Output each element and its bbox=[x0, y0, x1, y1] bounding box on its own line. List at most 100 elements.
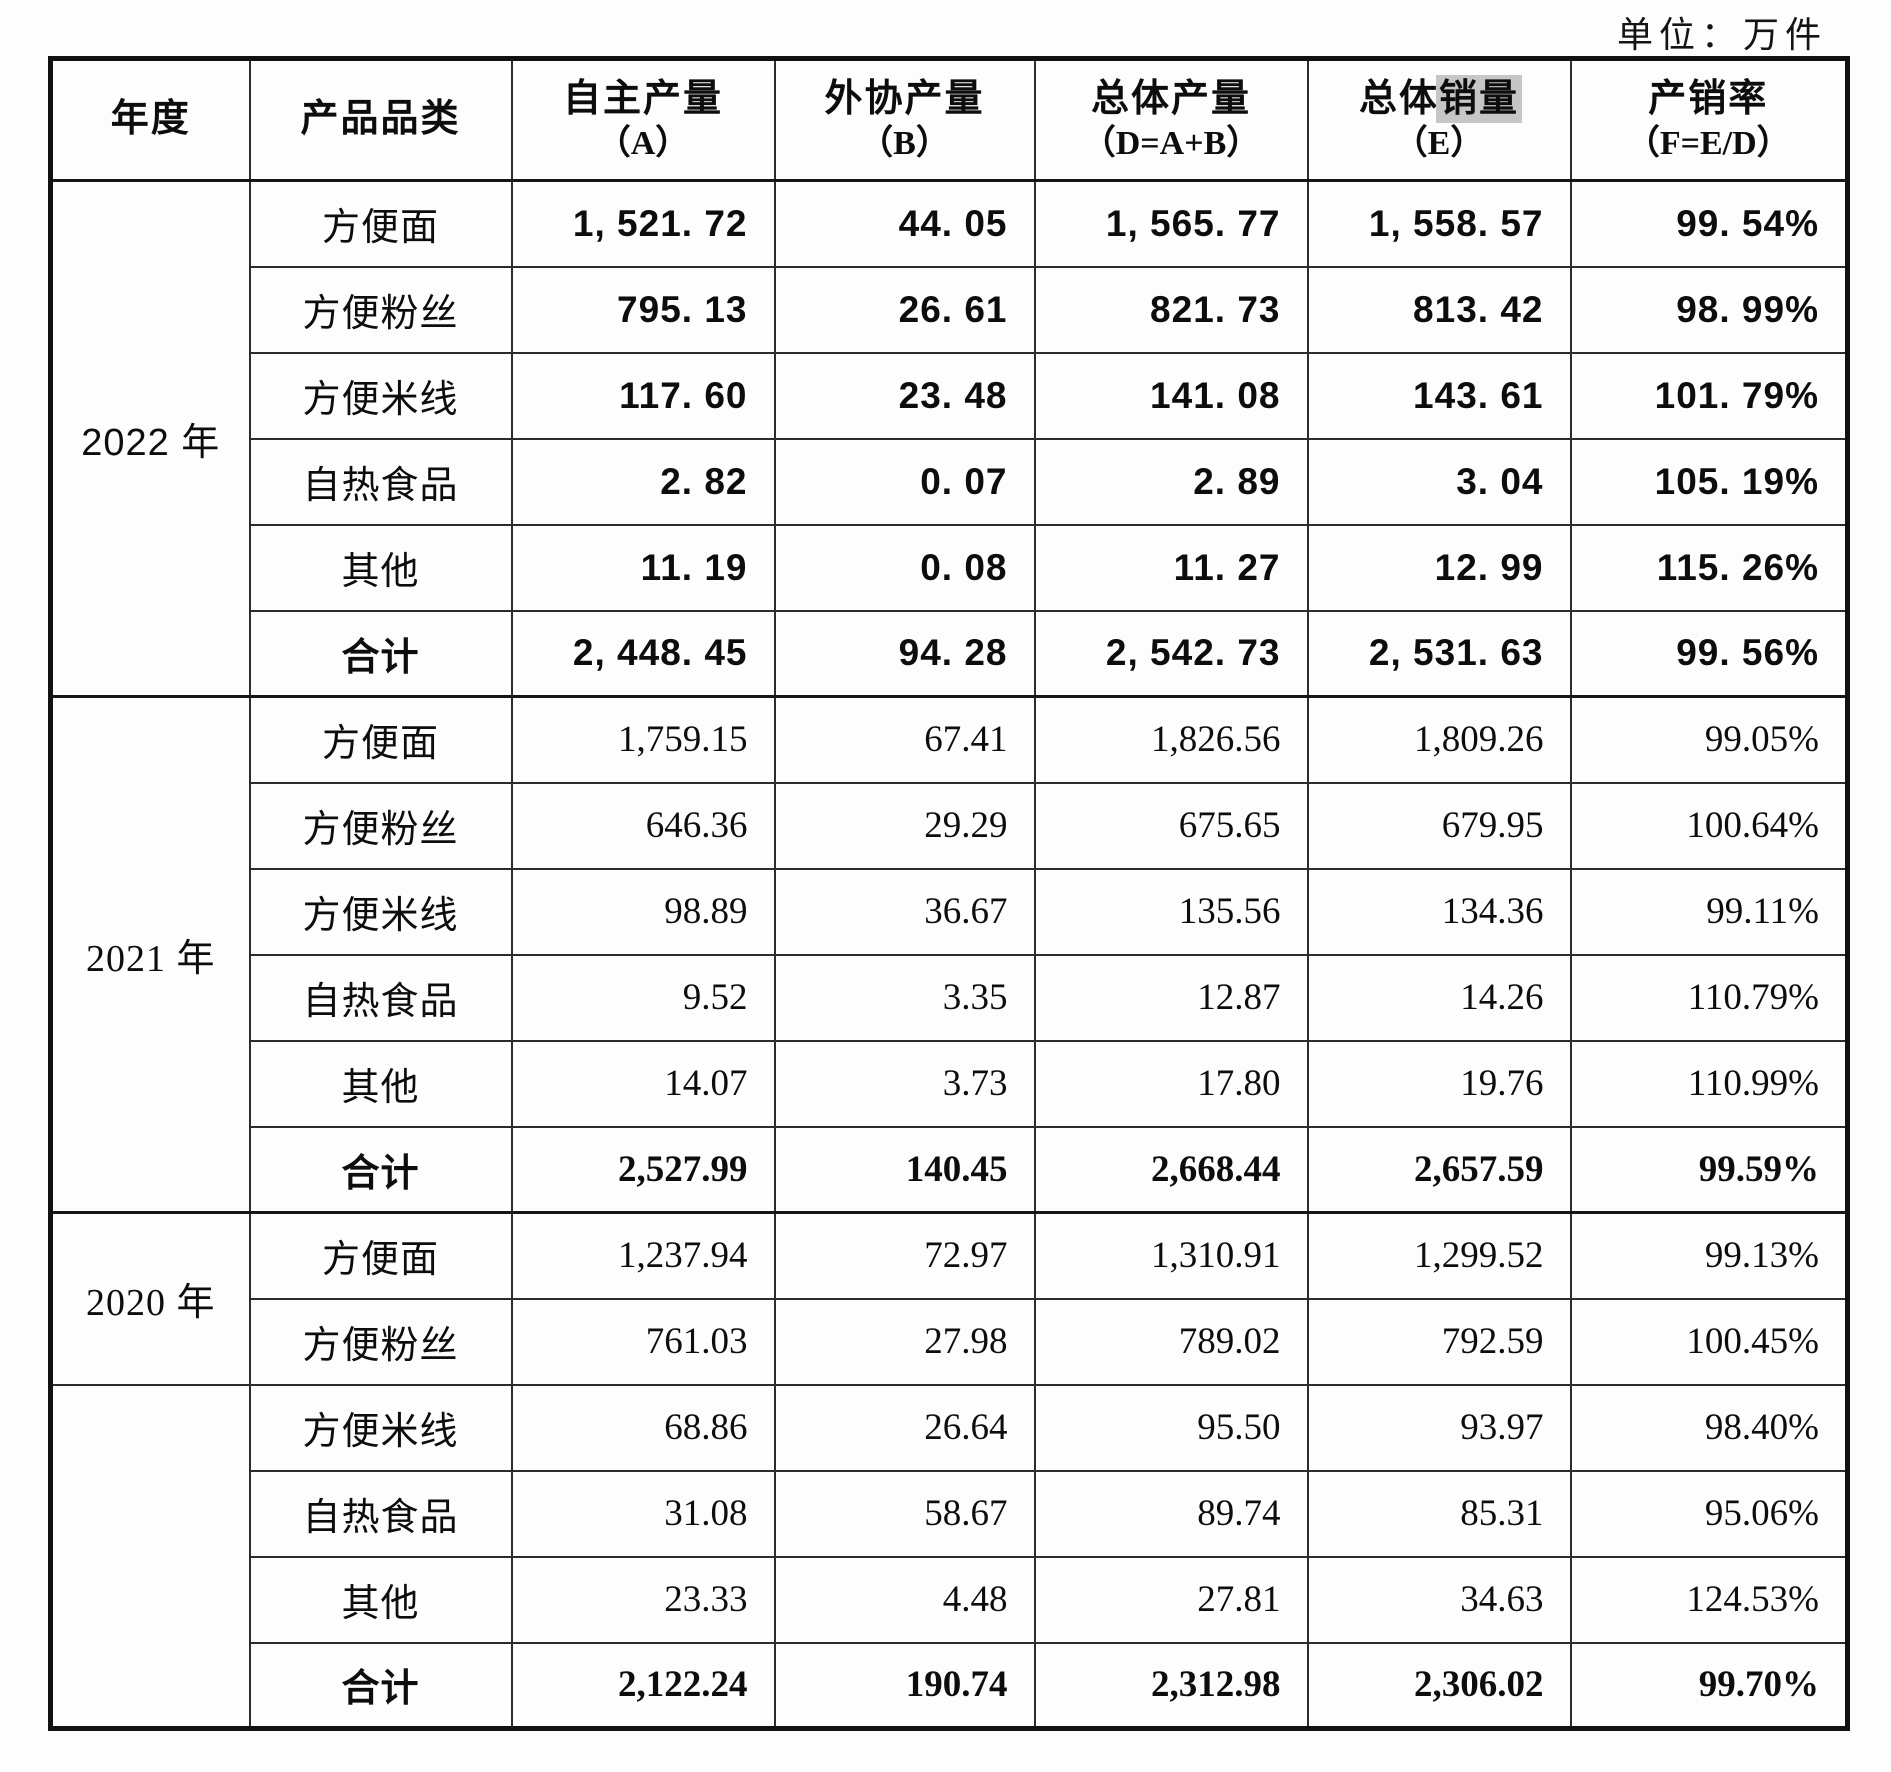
outsourced-output-cell: 29.29 bbox=[773, 781, 1036, 870]
outsourced-output-cell: 3.35 bbox=[773, 953, 1036, 1042]
total-sales-cell: 85.31 bbox=[1306, 1469, 1572, 1558]
table-row: 方便粉丝 761.03 27.98 789.02 792.59 100.45% bbox=[51, 1297, 1849, 1386]
outsourced-output-cell: 58.67 bbox=[773, 1469, 1036, 1558]
year-cell-empty bbox=[49, 1383, 251, 1730]
category-cell: 其他 bbox=[248, 1039, 513, 1128]
ratio-cell: 115. 26% bbox=[1569, 523, 1849, 612]
total-output-cell: 27.81 bbox=[1033, 1555, 1309, 1644]
table-row: 合计 2,527.99 140.45 2,668.44 2,657.59 99.59% bbox=[51, 1125, 1849, 1214]
total-output-cell: 2,668.44 bbox=[1033, 1125, 1309, 1214]
header-total-sales: 总体销量 （E） bbox=[1306, 57, 1572, 182]
self-output-cell: 14.07 bbox=[510, 1039, 776, 1128]
header-total-sales-pre: 总体 bbox=[1358, 77, 1439, 120]
self-output-cell: 31.08 bbox=[510, 1469, 776, 1558]
total-sales-cell: 679.95 bbox=[1306, 781, 1572, 870]
table-row: 方便粉丝 646.36 29.29 675.65 679.95 100.64% bbox=[51, 781, 1849, 870]
total-sales-cell: 792.59 bbox=[1306, 1297, 1572, 1386]
unit-label: 单位：万件 bbox=[1616, 15, 1827, 55]
header-year-label: 年度 bbox=[110, 98, 191, 141]
outsourced-output-cell: 94. 28 bbox=[773, 609, 1036, 698]
category-cell: 其他 bbox=[248, 523, 513, 612]
outsourced-output-cell: 23. 48 bbox=[773, 351, 1036, 440]
category-cell: 其他 bbox=[248, 1555, 513, 1644]
ratio-cell: 110.79% bbox=[1569, 953, 1849, 1042]
ratio-cell: 98.40% bbox=[1569, 1383, 1849, 1472]
ratio-cell: 110.99% bbox=[1569, 1039, 1849, 1128]
total-output-cell: 141. 08 bbox=[1033, 351, 1309, 440]
table-body: 2022 年方便面 1, 521. 72 44. 05 1, 565. 77 1, 55… bbox=[49, 179, 1849, 1730]
total-sales-cell: 93.97 bbox=[1306, 1383, 1572, 1472]
ratio-cell: 99. 56% bbox=[1569, 609, 1849, 698]
header-category-label: 产品品类 bbox=[300, 98, 461, 141]
ratio-cell: 124.53% bbox=[1569, 1555, 1849, 1644]
outsourced-output-cell: 26.64 bbox=[773, 1383, 1036, 1472]
table-row: 自热食品 9.52 3.35 12.87 14.26 110.79% bbox=[51, 953, 1849, 1042]
table-row: 合计 2,122.24 190.74 2,312.98 2,306.02 99.70% bbox=[51, 1641, 1849, 1730]
header-outsourced-output: 外协产量 （B） bbox=[773, 57, 1036, 182]
total-sales-cell: 34.63 bbox=[1306, 1555, 1572, 1644]
outsourced-output-cell: 0. 07 bbox=[773, 437, 1036, 526]
self-output-cell: 646.36 bbox=[510, 781, 776, 870]
category-cell: 自热食品 bbox=[248, 1469, 513, 1558]
table-row: 方便粉丝 795. 13 26. 61 821. 73 813. 42 98. 99% bbox=[51, 265, 1849, 354]
total-sales-cell: 134.36 bbox=[1306, 867, 1572, 956]
total-sales-cell: 1,299.52 bbox=[1306, 1211, 1572, 1300]
category-cell: 合计 bbox=[248, 1641, 513, 1730]
total-output-cell: 95.50 bbox=[1033, 1383, 1309, 1472]
self-output-cell: 98.89 bbox=[510, 867, 776, 956]
year-cell: 2021 年 bbox=[49, 695, 251, 1214]
ratio-cell: 105. 19% bbox=[1569, 437, 1849, 526]
self-output-cell: 2, 448. 45 bbox=[510, 609, 776, 698]
self-output-cell: 1,237.94 bbox=[510, 1211, 776, 1300]
self-output-cell: 68.86 bbox=[510, 1383, 776, 1472]
total-sales-cell: 1, 558. 57 bbox=[1306, 179, 1572, 268]
total-output-cell: 2. 89 bbox=[1033, 437, 1309, 526]
header-category: 产品品类 bbox=[248, 57, 513, 182]
self-output-cell: 1,759.15 bbox=[510, 695, 776, 784]
total-output-cell: 1, 565. 77 bbox=[1033, 179, 1309, 268]
self-output-cell: 1, 521. 72 bbox=[510, 179, 776, 268]
total-sales-cell: 19.76 bbox=[1306, 1039, 1572, 1128]
self-output-cell: 11. 19 bbox=[510, 523, 776, 612]
category-cell: 方便粉丝 bbox=[248, 1297, 513, 1386]
total-output-cell: 1,826.56 bbox=[1033, 695, 1309, 784]
ratio-cell: 99.05% bbox=[1569, 695, 1849, 784]
total-output-cell: 89.74 bbox=[1033, 1469, 1309, 1558]
category-cell: 方便粉丝 bbox=[248, 265, 513, 354]
table-row: 自热食品 2. 82 0. 07 2. 89 3. 04 105. 19% bbox=[51, 437, 1849, 526]
total-sales-cell: 1,809.26 bbox=[1306, 695, 1572, 784]
total-output-cell: 135.56 bbox=[1033, 867, 1309, 956]
outsourced-output-cell: 27.98 bbox=[773, 1297, 1036, 1386]
category-cell: 方便米线 bbox=[248, 1383, 513, 1472]
table-row: 2022 年方便面 1, 521. 72 44. 05 1, 565. 77 1, 55… bbox=[49, 179, 1849, 698]
total-sales-cell: 2, 531. 63 bbox=[1306, 609, 1572, 698]
outsourced-output-cell: 72.97 bbox=[773, 1211, 1036, 1300]
header-self-output: 自主产量 （A） bbox=[510, 57, 776, 182]
outsourced-output-cell: 140.45 bbox=[773, 1125, 1036, 1214]
ratio-cell: 101. 79% bbox=[1569, 351, 1849, 440]
ratio-cell: 99.70% bbox=[1569, 1641, 1849, 1730]
total-output-cell: 17.80 bbox=[1033, 1039, 1309, 1128]
category-cell: 方便米线 bbox=[248, 351, 513, 440]
self-output-cell: 2. 82 bbox=[510, 437, 776, 526]
table-row: 其他 11. 19 0. 08 11. 27 12. 99 115. 26% bbox=[51, 523, 1849, 612]
ratio-cell: 98. 99% bbox=[1569, 265, 1849, 354]
outsourced-output-cell: 0. 08 bbox=[773, 523, 1036, 612]
ratio-cell: 100.45% bbox=[1569, 1297, 1849, 1386]
total-sales-cell: 813. 42 bbox=[1306, 265, 1572, 354]
outsourced-output-cell: 4.48 bbox=[773, 1555, 1036, 1644]
total-output-cell: 789.02 bbox=[1033, 1297, 1309, 1386]
ratio-cell: 99.13% bbox=[1569, 1211, 1849, 1300]
total-output-cell: 2, 542. 73 bbox=[1033, 609, 1309, 698]
total-sales-cell: 2,657.59 bbox=[1306, 1125, 1572, 1214]
self-output-cell: 117. 60 bbox=[510, 351, 776, 440]
ratio-cell: 100.64% bbox=[1569, 781, 1849, 870]
outsourced-output-cell: 190.74 bbox=[773, 1641, 1036, 1730]
outsourced-output-cell: 44. 05 bbox=[773, 179, 1036, 268]
ratio-cell: 99.11% bbox=[1569, 867, 1849, 956]
outsourced-output-cell: 3.73 bbox=[773, 1039, 1036, 1128]
self-output-cell: 2,527.99 bbox=[510, 1125, 776, 1214]
outsourced-output-cell: 26. 61 bbox=[773, 265, 1036, 354]
header-ratio: 产销率 （F=E/D） bbox=[1569, 57, 1849, 182]
